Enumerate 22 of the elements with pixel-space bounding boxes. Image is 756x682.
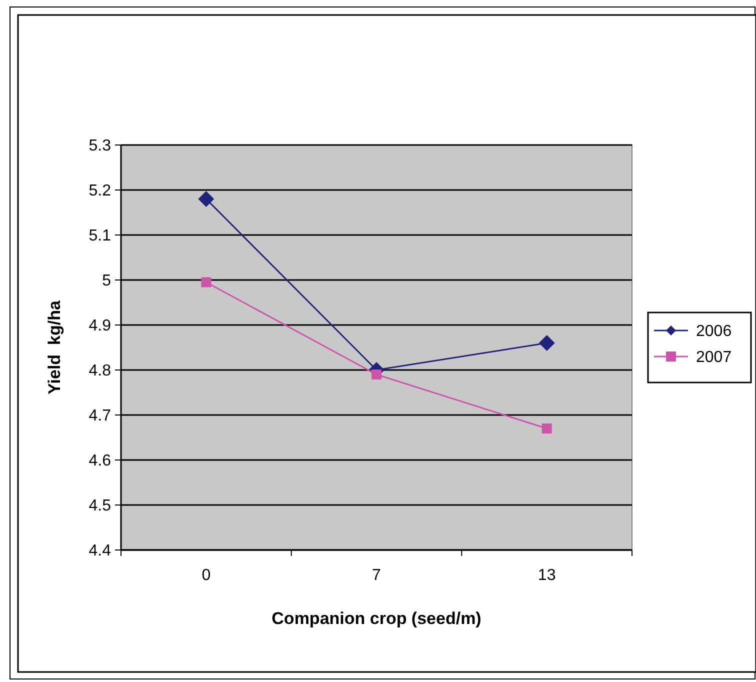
legend-label: 2006 xyxy=(696,323,732,340)
y-tick-label: 5.2 xyxy=(88,182,112,200)
x-axis-title: Companion crop (seed/m) xyxy=(272,609,482,628)
x-tick-label: 0 xyxy=(202,567,211,584)
point xyxy=(198,191,214,207)
y-axis-title: Yield kg/ha xyxy=(45,300,64,394)
y-tick-label: 4.4 xyxy=(88,542,112,560)
point xyxy=(201,277,212,288)
point xyxy=(538,335,555,351)
y-tick-label: 4.5 xyxy=(88,498,112,515)
y-tick-label: 4.8 xyxy=(88,362,112,380)
y-tick-label: 5 xyxy=(102,272,112,290)
y-tick-label: 5.1 xyxy=(88,228,112,245)
y-tick-label: 4.9 xyxy=(88,318,112,335)
x-tick-label: 13 xyxy=(538,567,556,584)
y-tick-label: 4.6 xyxy=(88,452,112,470)
x-tick-label: 7 xyxy=(372,567,382,584)
y-tick-label: 5.3 xyxy=(88,138,112,155)
legend-label: 2007 xyxy=(696,349,732,366)
point xyxy=(372,370,382,380)
y-tick-label: 4.7 xyxy=(88,408,112,425)
point xyxy=(542,424,552,434)
